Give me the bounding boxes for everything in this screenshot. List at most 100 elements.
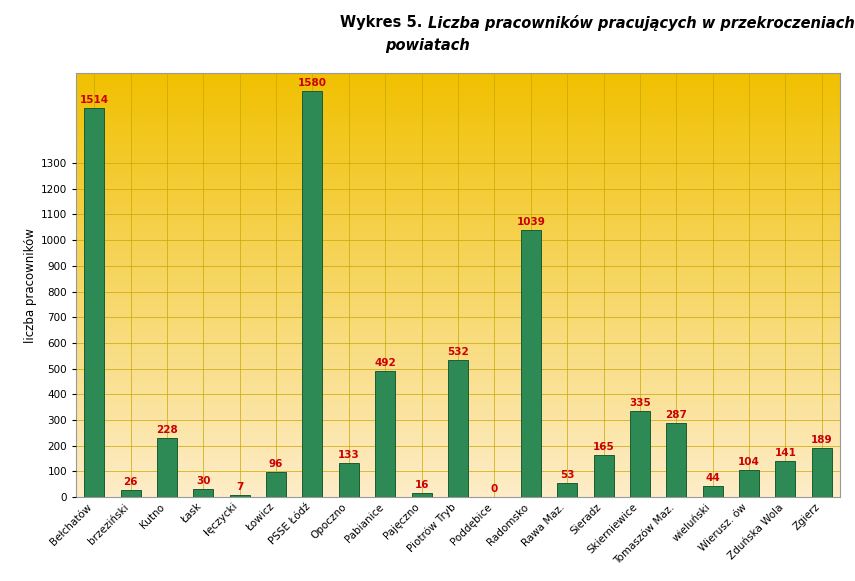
Text: powiatach: powiatach bbox=[385, 38, 470, 53]
Bar bbox=[76, 309, 840, 310]
Bar bbox=[76, 149, 840, 151]
Bar bbox=[739, 471, 759, 497]
Text: 165: 165 bbox=[593, 442, 615, 451]
Bar bbox=[76, 361, 840, 363]
Bar bbox=[76, 158, 840, 159]
Bar bbox=[76, 460, 840, 462]
Bar bbox=[76, 329, 840, 331]
Bar bbox=[76, 456, 840, 457]
Bar bbox=[76, 467, 840, 469]
Bar bbox=[76, 271, 840, 272]
Bar bbox=[76, 186, 840, 188]
Bar bbox=[76, 318, 840, 319]
Bar bbox=[76, 449, 840, 450]
Bar bbox=[76, 338, 840, 339]
Bar bbox=[76, 267, 840, 268]
Bar bbox=[76, 195, 840, 196]
Bar bbox=[76, 336, 840, 338]
Bar bbox=[76, 137, 840, 138]
Bar bbox=[76, 268, 840, 270]
Bar bbox=[76, 377, 840, 378]
Bar bbox=[76, 146, 840, 148]
Bar bbox=[76, 487, 840, 489]
Bar bbox=[76, 486, 840, 487]
Bar bbox=[76, 393, 840, 394]
Bar bbox=[76, 155, 840, 156]
Bar bbox=[76, 483, 840, 485]
Bar bbox=[76, 445, 840, 446]
Bar bbox=[76, 91, 840, 93]
Bar bbox=[76, 347, 840, 349]
Bar bbox=[76, 462, 840, 463]
Bar bbox=[76, 202, 840, 203]
Bar bbox=[76, 360, 840, 361]
Bar bbox=[76, 110, 840, 111]
Bar bbox=[76, 200, 840, 202]
Bar bbox=[76, 277, 840, 278]
Bar bbox=[76, 345, 840, 346]
Bar bbox=[76, 161, 840, 162]
Bar bbox=[76, 97, 840, 99]
Text: 1039: 1039 bbox=[516, 217, 545, 227]
Bar bbox=[76, 100, 840, 101]
Bar bbox=[76, 421, 840, 422]
Bar bbox=[76, 254, 840, 256]
Bar bbox=[76, 274, 840, 275]
Bar bbox=[76, 233, 840, 234]
Bar bbox=[76, 419, 840, 421]
Text: 492: 492 bbox=[374, 357, 396, 368]
Bar bbox=[76, 251, 840, 253]
Bar bbox=[76, 134, 840, 135]
Bar bbox=[76, 492, 840, 493]
Text: 53: 53 bbox=[560, 471, 575, 480]
Bar bbox=[76, 152, 840, 153]
Bar bbox=[76, 315, 840, 316]
Bar bbox=[76, 193, 840, 195]
Bar bbox=[76, 426, 840, 428]
Bar bbox=[76, 475, 840, 476]
Bar bbox=[76, 288, 840, 289]
Bar bbox=[76, 248, 840, 250]
Bar bbox=[76, 410, 840, 411]
Bar bbox=[76, 174, 840, 175]
Bar bbox=[303, 91, 322, 497]
Bar bbox=[76, 490, 840, 492]
Bar bbox=[76, 296, 840, 298]
Bar bbox=[76, 479, 840, 480]
Bar bbox=[76, 352, 840, 353]
Bar bbox=[76, 350, 840, 352]
Bar bbox=[76, 141, 840, 142]
Bar bbox=[76, 333, 840, 335]
Bar bbox=[76, 189, 840, 191]
Bar bbox=[76, 205, 840, 206]
Bar bbox=[339, 463, 359, 497]
Bar bbox=[76, 185, 840, 186]
Bar bbox=[76, 258, 840, 260]
Text: 44: 44 bbox=[705, 473, 720, 483]
Bar bbox=[76, 372, 840, 374]
Bar bbox=[76, 153, 840, 155]
Bar bbox=[76, 400, 840, 401]
Bar bbox=[666, 424, 687, 497]
Bar bbox=[76, 286, 840, 288]
Bar bbox=[76, 221, 840, 223]
Bar bbox=[76, 313, 840, 315]
Bar bbox=[76, 477, 840, 479]
Bar bbox=[76, 165, 840, 166]
Bar bbox=[76, 322, 840, 323]
Bar bbox=[76, 107, 840, 109]
Bar bbox=[76, 145, 840, 146]
Bar bbox=[76, 199, 840, 200]
Bar bbox=[76, 435, 840, 436]
Bar bbox=[76, 216, 840, 217]
Bar bbox=[76, 385, 840, 387]
Bar bbox=[76, 144, 840, 145]
Bar bbox=[76, 246, 840, 247]
Bar bbox=[76, 357, 840, 358]
Bar bbox=[76, 312, 840, 313]
Bar bbox=[76, 237, 840, 238]
Bar bbox=[76, 332, 840, 333]
Bar bbox=[76, 422, 840, 424]
Bar bbox=[76, 371, 840, 372]
Bar bbox=[76, 99, 840, 100]
